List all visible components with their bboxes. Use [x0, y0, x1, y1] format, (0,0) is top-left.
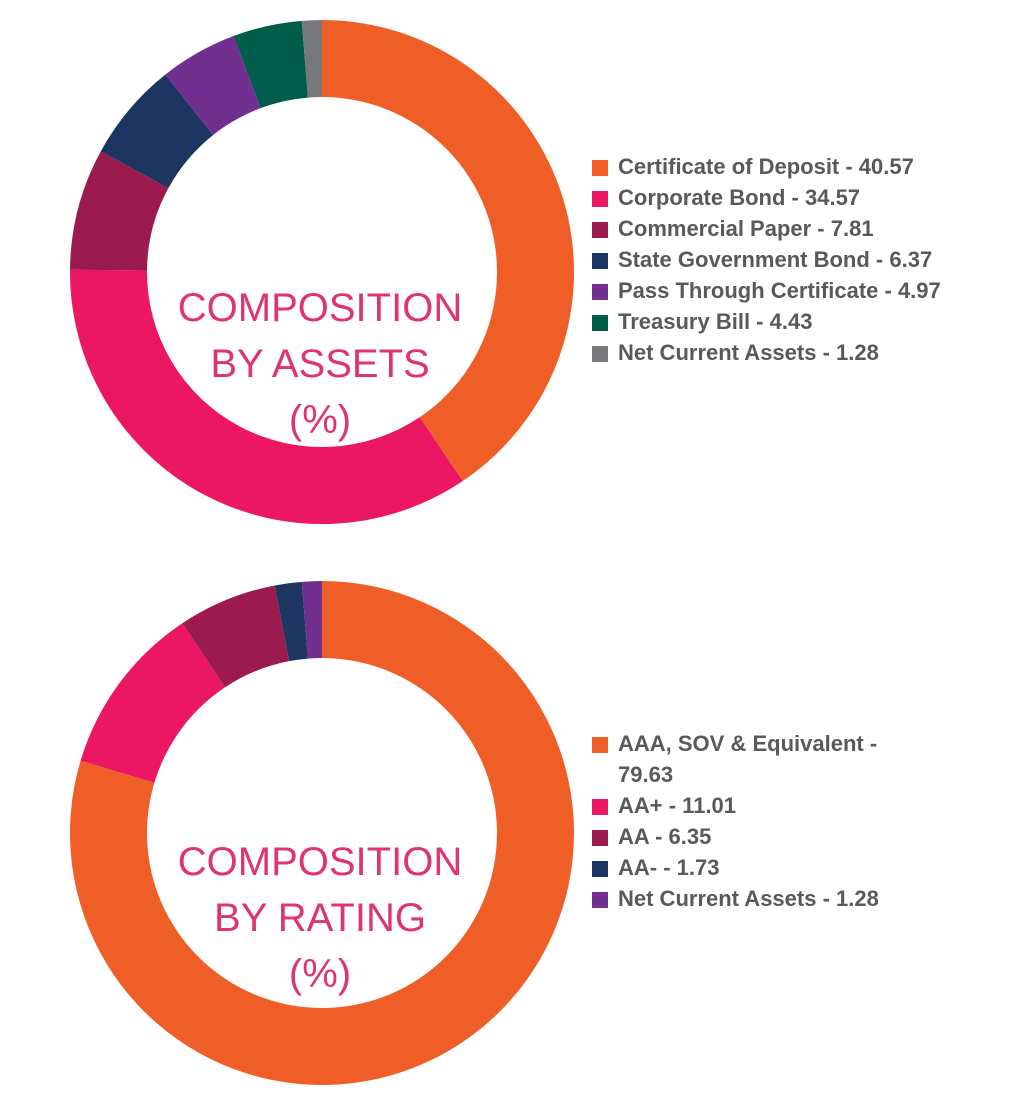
- legend-item: State Government Bond - 6.37: [592, 244, 941, 275]
- legend-swatch: [592, 222, 608, 238]
- legend-swatch: [592, 160, 608, 176]
- donut-slice-corporate-bond: [70, 269, 463, 525]
- legend-item: Corporate Bond - 34.57: [592, 182, 941, 213]
- assets-center-title: COMPOSITION BY ASSETS (%): [150, 280, 490, 448]
- legend-label: Treasury Bill - 4.43: [618, 309, 813, 334]
- legend-item: Net Current Assets - 1.28: [592, 337, 941, 368]
- donut-slice-pass-through-certificate: [165, 36, 261, 135]
- legend-swatch: [592, 737, 608, 753]
- composition-by-rating-chart: COMPOSITION BY RATING (%) AAA, SOV & Equ…: [0, 560, 1009, 1114]
- donut-slice-net-current-assets: [301, 581, 322, 659]
- legend-label: Pass Through Certificate - 4.97: [618, 278, 941, 303]
- donut-slice-aa: [80, 623, 225, 783]
- composition-by-assets-chart: COMPOSITION BY ASSETS (%) Certificate of…: [70, 20, 941, 525]
- legend-item: Net Current Assets - 1.28: [592, 883, 928, 914]
- legend-item: Certificate of Deposit - 40.57: [592, 151, 941, 182]
- legend-item: AA+ - 11.01: [592, 790, 928, 821]
- rating-center-title: COMPOSITION BY RATING (%): [150, 834, 490, 1002]
- legend-label: Net Current Assets - 1.28: [618, 340, 879, 365]
- legend-swatch: [592, 346, 608, 362]
- legend-item: AA - 6.35: [592, 821, 928, 852]
- legend-swatch: [592, 253, 608, 269]
- donut-slice-state-government-bond: [100, 74, 214, 189]
- assets-title-line-2: BY ASSETS: [210, 342, 430, 386]
- legend-swatch: [592, 191, 608, 207]
- rating-title-line-1: COMPOSITION: [177, 840, 463, 884]
- assets-title-line-3: (%): [288, 398, 352, 442]
- rating-legend: AAA, SOV & Equivalent - 79.63 AA+ - 11.0…: [592, 728, 928, 914]
- rating-title-line-2: BY RATING: [214, 896, 426, 940]
- rating-title-line-3: (%): [288, 952, 352, 996]
- legend-label: AA+ - 11.01: [618, 793, 737, 818]
- assets-title-line-1: COMPOSITION: [177, 286, 463, 330]
- donut-slice-treasury-bill: [233, 20, 308, 109]
- legend-item: AAA, SOV & Equivalent - 79.63: [592, 728, 928, 790]
- legend-label: AA - 6.35: [618, 824, 712, 849]
- legend-swatch: [592, 284, 608, 300]
- legend-label: Net Current Assets - 1.28: [618, 886, 879, 911]
- legend-swatch: [592, 830, 608, 846]
- legend-label: AA- - 1.73: [618, 855, 720, 880]
- legend-item: Pass Through Certificate - 4.97: [592, 275, 941, 306]
- legend-item: Treasury Bill - 4.43: [592, 306, 941, 337]
- donut-slice-aa: [182, 585, 290, 688]
- assets-legend: Certificate of Deposit - 40.57 Corporate…: [592, 151, 941, 368]
- legend-swatch: [592, 892, 608, 908]
- legend-swatch: [592, 315, 608, 331]
- legend-swatch: [592, 861, 608, 877]
- legend-item: Commercial Paper - 7.81: [592, 213, 941, 244]
- rating-donut: [70, 581, 575, 1085]
- legend-label: Commercial Paper - 7.81: [618, 216, 874, 241]
- legend-label: State Government Bond - 6.37: [618, 247, 933, 272]
- donut-slice-aaa-sov-equivalent: [70, 581, 575, 1085]
- donut-slice-net-current-assets: [301, 20, 322, 98]
- assets-donut: [70, 20, 574, 525]
- donut-slice-commercial-paper: [70, 151, 169, 271]
- legend-label: AAA, SOV & Equivalent - 79.63: [618, 731, 878, 787]
- legend-swatch: [592, 799, 608, 815]
- donut-slice-certificate-of-deposit: [322, 20, 574, 482]
- legend-label: Corporate Bond - 34.57: [618, 185, 861, 210]
- donut-slice-aa: [274, 581, 308, 662]
- legend-label: Certificate of Deposit - 40.57: [618, 154, 914, 179]
- legend-item: AA- - 1.73: [592, 852, 928, 883]
